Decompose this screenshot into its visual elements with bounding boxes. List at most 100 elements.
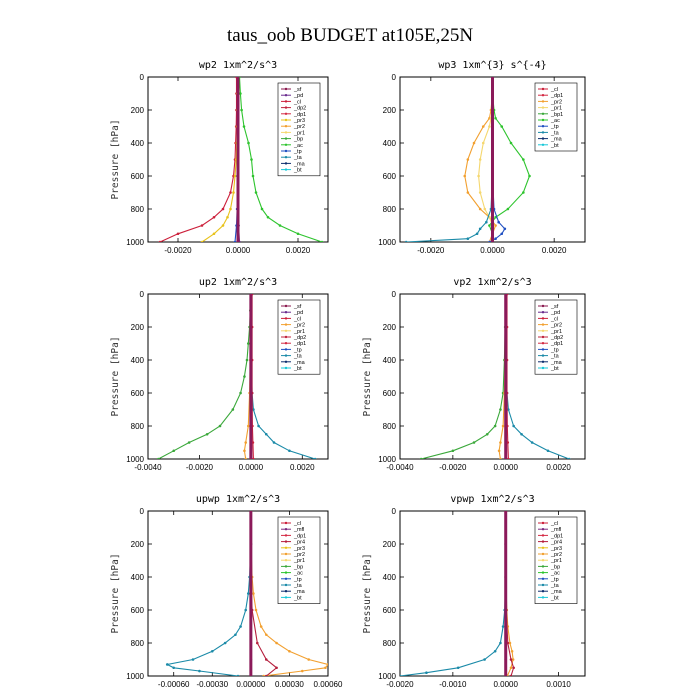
legend-label: _pr3 [293, 546, 305, 552]
legend-label: _pr2 [293, 124, 305, 130]
x-tick-label: -0.0020 [386, 680, 414, 689]
series-point_pr2 [307, 658, 311, 661]
y-tick-label: 400 [383, 139, 397, 148]
legend-label: _bt [550, 595, 559, 601]
series-point_pr1 [488, 125, 491, 128]
series-group [158, 77, 324, 242]
legend-label: _pr1 [550, 329, 562, 335]
legend-marker [284, 366, 288, 370]
legend-label: _pd [293, 310, 303, 316]
series-point_tp [233, 240, 237, 242]
series-point_cl [252, 457, 255, 459]
legend-label: _dp2 [293, 106, 306, 112]
x-tick-label: 0.0010 [546, 680, 571, 689]
legend-marker [284, 100, 288, 103]
legend-label: _dp1 [550, 93, 563, 99]
legend-label: _ma [550, 360, 563, 366]
series-point_pr2 [481, 125, 485, 128]
series-point_pr1 [481, 141, 485, 145]
series-point_dp2 [205, 432, 209, 436]
series-point_ac [522, 191, 525, 194]
series-point_ta [313, 457, 317, 459]
x-tick-label: 0.0020 [542, 246, 567, 255]
series-point_tp [494, 237, 497, 240]
series-point_ta [165, 663, 169, 666]
series-point_ta [530, 441, 534, 444]
legend-marker [541, 565, 545, 568]
series-point_ta [236, 674, 240, 676]
legend-label: _pd [293, 93, 303, 99]
legend-label: _pr1 [293, 558, 305, 564]
legend-marker [541, 112, 545, 116]
x-tick-label: -0.0020 [186, 463, 214, 472]
series-point_pr3 [229, 207, 232, 211]
legend-label: _bt [293, 366, 302, 372]
legend-label: _cl [550, 87, 558, 93]
series-point_ta [246, 592, 250, 595]
y-tick-label: 800 [383, 422, 397, 431]
legend-marker [541, 87, 545, 91]
legend-marker [284, 559, 288, 562]
series-point_ac [509, 141, 513, 145]
series-point_ta [257, 424, 260, 428]
series-point_dp2 [419, 457, 423, 459]
legend-marker [284, 168, 288, 171]
legend-marker [541, 571, 545, 574]
legend-label: _bp [293, 564, 303, 570]
legend-label: _pr2 [550, 323, 562, 329]
legend-marker [284, 354, 288, 357]
legend-label: _pr4 [293, 540, 305, 546]
series-line_dp2 [420, 294, 507, 459]
legend-marker [541, 596, 545, 599]
series-point_ta [475, 232, 479, 236]
y-tick-label: 0 [140, 290, 145, 299]
legend-marker [541, 577, 545, 580]
x-tick-label: 0.0020 [286, 246, 311, 255]
series-point_ta [425, 671, 428, 674]
series-point_ta [191, 658, 195, 661]
series-point_pr3 [221, 224, 225, 227]
legend-marker [284, 149, 288, 153]
legend-marker [541, 323, 545, 326]
series-point_pr2 [499, 441, 502, 444]
series-point_pr4 [264, 658, 268, 661]
series-point_pr2 [466, 191, 470, 194]
legend-label: _mfl [293, 527, 304, 533]
series-point_ac [320, 240, 324, 242]
series-point_pr2 [254, 608, 258, 612]
legend-marker [284, 162, 288, 165]
x-tick-label: -0.0040 [386, 463, 414, 472]
legend-marker [284, 552, 288, 556]
legend-marker [284, 87, 288, 91]
series-point_pr2 [246, 424, 250, 428]
series-point_pr2 [324, 666, 327, 670]
series-point_tp [488, 240, 491, 242]
y-tick-label: 1000 [378, 672, 396, 681]
legend-label: _bp1 [550, 112, 563, 118]
legend-label: _cl [550, 521, 558, 527]
x-tick-label: 0.0000 [480, 246, 505, 255]
series-point_pr2 [463, 174, 467, 178]
legend-marker [284, 112, 288, 116]
series-point_ta [485, 220, 488, 224]
series-point_pr2 [262, 674, 266, 676]
legend-label: _ac [293, 571, 303, 577]
legend-label: _cl [293, 99, 301, 105]
series-point_ac [251, 174, 255, 178]
legend-marker [284, 106, 288, 109]
chart-panel-4: vp2 1xm^2/s^3 0 200 400 600 800 1000-0.0040 -0.… [362, 277, 586, 472]
y-tick-label: 1000 [126, 455, 144, 464]
x-tick-label: 0.00000 [236, 680, 265, 689]
legend-label: _bp [293, 137, 303, 143]
legend-label: _ac [293, 143, 303, 149]
series-point_dp2 [493, 424, 497, 428]
series-point_ac [260, 207, 264, 211]
legend-label: _tp [293, 577, 302, 583]
series-point_tp [497, 220, 500, 224]
series-point_ta [210, 649, 214, 653]
series-line_dp2 [158, 294, 252, 459]
legend-label: _bt [293, 595, 302, 601]
legend-marker [284, 118, 288, 122]
legend-marker [284, 590, 288, 593]
